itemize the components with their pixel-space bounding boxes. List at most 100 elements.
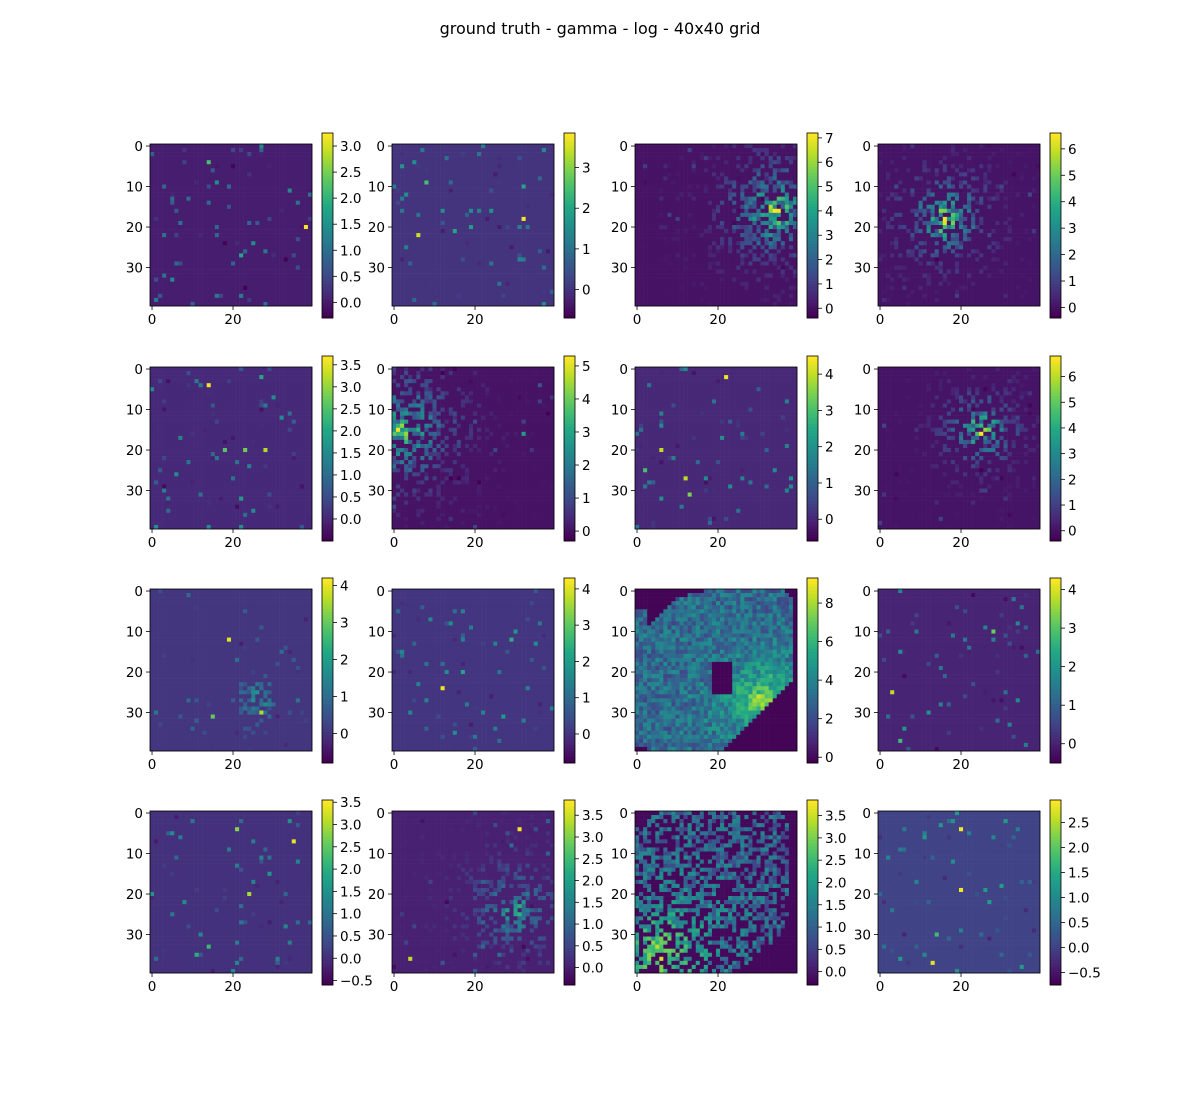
heatmap-cell	[272, 286, 276, 290]
heatmap-cell	[428, 257, 432, 261]
heatmap-cell	[239, 270, 243, 274]
heatmap-cell	[485, 294, 489, 298]
heatmap-cell	[191, 172, 195, 176]
heatmap-cell	[150, 290, 154, 294]
heatmap-cell	[457, 270, 461, 274]
heatmap-cell	[493, 278, 497, 282]
heatmap-cell	[284, 245, 288, 249]
heatmap-cell	[497, 172, 501, 176]
heatmap-cell	[485, 241, 489, 245]
heatmap-cell	[239, 180, 243, 184]
heatmap-cell	[441, 209, 445, 213]
heatmap-cell	[223, 253, 227, 257]
heatmap-cell	[178, 156, 182, 160]
heatmap-cell	[457, 164, 461, 168]
heatmap-cell	[170, 270, 174, 274]
heatmap-cell	[288, 197, 292, 201]
heatmap-cell	[493, 197, 497, 201]
heatmap-cell	[505, 180, 509, 184]
heatmap-cell	[170, 193, 174, 197]
heatmap-cell	[280, 197, 284, 201]
heatmap-cell	[162, 180, 166, 184]
heatmap-cell	[227, 221, 231, 225]
heatmap-cell	[465, 266, 469, 270]
heatmap-cell	[449, 261, 453, 265]
heatmap-cell	[493, 257, 497, 261]
heatmap-cell	[441, 156, 445, 160]
heatmap-cell	[680, 160, 684, 164]
heatmap-cell	[542, 172, 546, 176]
heatmap-cell	[716, 148, 720, 152]
heatmap-cell	[424, 205, 428, 209]
heatmap-cell	[247, 274, 251, 278]
heatmap-cell	[700, 168, 704, 172]
heatmap-cell	[514, 229, 518, 233]
heatmap-cell	[284, 282, 288, 286]
heatmap-cell	[396, 261, 400, 265]
heatmap-cell	[170, 241, 174, 245]
heatmap-cell	[684, 185, 688, 189]
heatmap-cell	[757, 148, 761, 152]
heatmap-cell	[219, 213, 223, 217]
heatmap-cell	[736, 168, 740, 172]
heatmap-cell	[272, 249, 276, 253]
heatmap-cell	[461, 144, 465, 148]
heatmap-cell	[453, 225, 457, 229]
heatmap-cell	[239, 217, 243, 221]
heatmap-cell	[296, 286, 300, 290]
heatmap-cell	[412, 298, 416, 302]
heatmap-cell	[396, 172, 400, 176]
heatmap-cell	[400, 148, 404, 152]
heatmap-cell	[191, 185, 195, 189]
heatmap-cell	[280, 229, 284, 233]
heatmap-cell	[166, 176, 170, 180]
heatmap-cell	[227, 266, 231, 270]
heatmap-cell	[178, 274, 182, 278]
heatmap-cell	[445, 176, 449, 180]
heatmap-cell	[542, 286, 546, 290]
heatmap-cell	[182, 249, 186, 253]
heatmap-cell	[420, 217, 424, 221]
heatmap-cell	[304, 253, 308, 257]
heatmap-cell	[643, 176, 647, 180]
heatmap-cell	[182, 164, 186, 168]
heatmap-cell	[199, 266, 203, 270]
heatmap-cell	[732, 144, 736, 148]
heatmap-cell	[211, 298, 215, 302]
heatmap-cell	[538, 213, 542, 217]
heatmap-cell	[276, 294, 280, 298]
heatmap-cell	[166, 205, 170, 209]
heatmap-cell	[420, 144, 424, 148]
heatmap-cell	[219, 294, 223, 298]
heatmap-cell	[728, 164, 732, 168]
heatmap-cell	[420, 237, 424, 241]
heatmap-cell	[465, 176, 469, 180]
heatmap-cell	[509, 261, 513, 265]
heatmap-cell	[292, 189, 296, 193]
heatmap-cell	[534, 205, 538, 209]
heatmap-cell	[514, 245, 518, 249]
heatmap-cell	[211, 209, 215, 213]
heatmap-cell	[457, 274, 461, 278]
heatmap-cell	[777, 160, 781, 164]
heatmap-cell	[174, 233, 178, 237]
heatmap-cell	[296, 249, 300, 253]
heatmap-cell	[497, 294, 501, 298]
heatmap-cell	[408, 197, 412, 201]
heatmap-cell	[538, 237, 542, 241]
heatmap-cell	[416, 144, 420, 148]
heatmap-cell	[461, 261, 465, 265]
heatmap-cell	[526, 193, 530, 197]
heatmap-cell	[659, 148, 663, 152]
colorbar-band	[322, 167, 333, 170]
heatmap-cell	[170, 266, 174, 270]
heatmap-cell	[191, 180, 195, 184]
heatmap-cell	[505, 189, 509, 193]
colorbar-band	[322, 247, 333, 250]
heatmap-cell	[428, 152, 432, 156]
heatmap-cell	[720, 176, 724, 180]
heatmap-cell	[276, 241, 280, 245]
heatmap-cell	[696, 180, 700, 184]
heatmap-cell	[655, 168, 659, 172]
heatmap-cell	[396, 270, 400, 274]
